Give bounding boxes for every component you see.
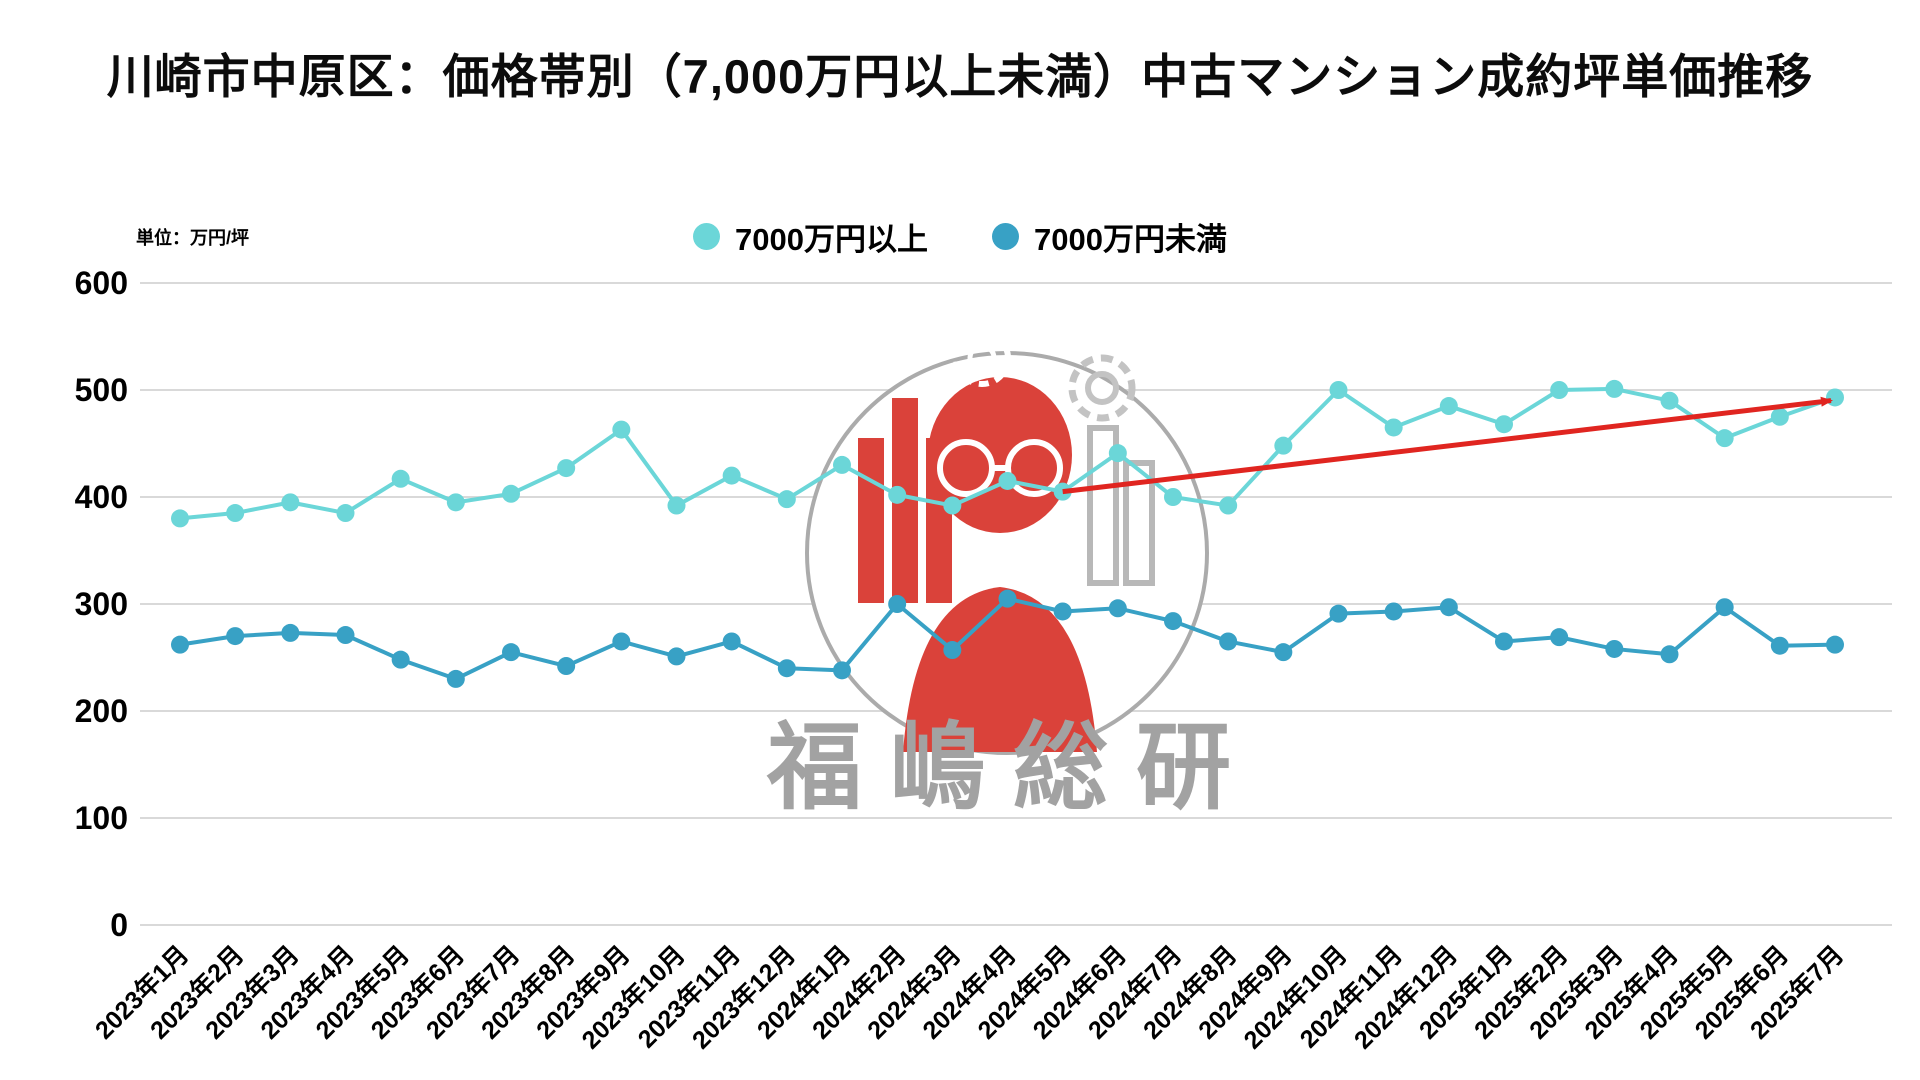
data-point: [281, 623, 300, 642]
data-point: [1164, 488, 1182, 506]
data-point: [336, 626, 355, 645]
data-point: [1495, 632, 1513, 651]
data-point: [777, 659, 796, 678]
data-point: [1219, 632, 1238, 651]
data-point: [226, 504, 245, 523]
data-point: [502, 643, 520, 662]
y-axis-labels: 0 100 200 300 400 500 600: [75, 265, 128, 943]
chart-title: 川崎市中原区：価格帯別（7,000万円以上未満）中古マンション成約坪単価推移: [106, 50, 1814, 103]
data-point: [833, 661, 851, 680]
data-point: [1439, 397, 1458, 416]
data-point: [557, 657, 576, 676]
data-point: [888, 485, 907, 504]
data-point: [1495, 415, 1513, 434]
legend-item-over-7000: 7000万円以上: [693, 214, 928, 259]
y-tick-label: 300: [75, 586, 128, 622]
data-point: [1715, 598, 1734, 617]
data-point: [1329, 381, 1348, 399]
y-tick-label: 400: [75, 479, 128, 515]
data-point: [1219, 496, 1238, 515]
data-point: [1108, 599, 1127, 618]
y-tick-label: 0: [110, 907, 128, 943]
data-point: [1826, 388, 1844, 407]
data-point: [1274, 436, 1293, 455]
data-point: [391, 469, 410, 488]
data-point: [1439, 598, 1458, 617]
data-point: [1605, 379, 1624, 398]
data-point: [888, 595, 907, 613]
legend-dot-over-7000-icon: [693, 223, 721, 250]
unit-label: 単位：万円/坪: [136, 228, 250, 248]
x-axis-labels: 2023年1月2023年2月2023年3月2023年4月2023年5月2023年…: [89, 940, 1849, 1055]
data-point: [1660, 645, 1679, 664]
data-point: [667, 496, 686, 515]
legend-dot-under-7000-icon: [992, 223, 1019, 250]
data-series: [171, 379, 1844, 688]
data-point: [446, 493, 465, 512]
data-point: [612, 632, 631, 651]
trend-arrow-line: [1062, 396, 1833, 495]
data-point: [943, 641, 962, 660]
trend-arrow: [1062, 396, 1833, 495]
data-point: [226, 627, 245, 646]
data-point: [281, 493, 300, 512]
data-point: [722, 632, 741, 651]
watermark-logo-icon: 福嶋総研: [766, 329, 1259, 821]
y-tick-label: 100: [75, 800, 128, 836]
watermark-text: 福嶋総研: [766, 715, 1259, 821]
data-point: [1715, 429, 1734, 448]
data-point: [943, 496, 962, 515]
data-point: [1384, 602, 1403, 621]
data-point: [171, 635, 189, 654]
data-point: [1826, 635, 1844, 654]
y-tick-label: 600: [75, 265, 128, 301]
data-point: [1108, 444, 1127, 463]
data-point: [1164, 612, 1182, 631]
data-point: [777, 490, 796, 509]
data-point: [336, 504, 355, 523]
data-point: [1770, 407, 1789, 426]
data-point: [1329, 604, 1348, 623]
data-point: [998, 589, 1017, 608]
data-point: [557, 459, 576, 478]
data-point: [1053, 602, 1072, 621]
data-point: [1274, 643, 1293, 662]
data-point: [612, 420, 631, 439]
legend-item-under-7000: 7000万円未満: [992, 214, 1227, 259]
legend-label-under-7000: 7000万円未満: [1034, 222, 1227, 257]
data-point: [667, 647, 686, 666]
data-point: [722, 466, 741, 485]
data-point: [833, 455, 851, 474]
y-tick-label: 200: [75, 693, 128, 729]
data-point: [502, 484, 520, 503]
data-point: [1550, 381, 1569, 399]
data-point: [446, 669, 465, 688]
data-point: [1770, 636, 1789, 655]
legend-label-over-7000: 7000万円以上: [735, 222, 928, 257]
data-point: [1660, 391, 1679, 410]
data-point: [998, 471, 1017, 490]
data-point: [391, 650, 410, 669]
data-point: [171, 509, 189, 528]
legend: 7000万円以上 7000万円未満: [0, 214, 1920, 259]
data-point: [1384, 418, 1403, 437]
y-tick-label: 500: [75, 372, 128, 408]
data-point: [1605, 639, 1624, 658]
data-point: [1550, 628, 1569, 647]
